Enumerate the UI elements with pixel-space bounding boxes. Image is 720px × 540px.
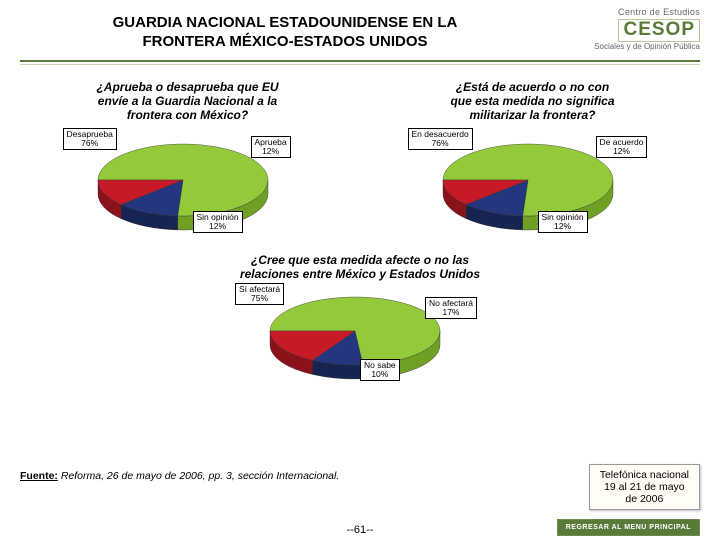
chart3: ¿Cree que esta medida afecte o no las re…: [0, 249, 720, 393]
survey-info-box: Telefónica nacional 19 al 21 de mayo de …: [589, 464, 700, 510]
pie-callout: No sabe10%: [360, 359, 400, 381]
telebox-l3: de 2006: [625, 493, 663, 505]
pie-callout: Sí afectará75%: [235, 283, 284, 305]
pie-callout: Aprueba12%: [251, 136, 291, 158]
chart3-title-l1: ¿Cree que esta medida afecte o no las: [251, 253, 469, 267]
chart1: ¿Aprueba o desaprueba que EU envíe a la …: [30, 80, 345, 249]
pie-callout: No afectará17%: [425, 297, 477, 319]
chart2-title-l2: que esta medida no significa: [450, 94, 614, 108]
chart1-pie: Desaprueba76% Aprueba12% Sin opinión12%: [30, 129, 345, 249]
source-label: Fuente:: [20, 470, 58, 482]
header: GUARDIA NACIONAL ESTADOUNIDENSE EN LA FR…: [0, 0, 720, 58]
pie-callout: De acuerdo12%: [596, 136, 648, 158]
source-text: Reforma, 26 de mayo de 2006, pp. 3, secc…: [58, 470, 339, 482]
pie-callout: Sin opinión12%: [538, 211, 588, 233]
pie-callout: En desacuerdo76%: [408, 128, 473, 150]
title-line2: FRONTERA MÉXICO-ESTADOS UNIDOS: [142, 33, 427, 50]
logo-bottom-text: Sociales y de Opinión Pública: [550, 43, 700, 52]
chart1-title-l1: ¿Aprueba o desaprueba que EU: [96, 80, 278, 94]
logo-brand: CESOP: [618, 19, 700, 42]
charts-row-top: ¿Aprueba o desaprueba que EU envíe a la …: [0, 62, 720, 249]
back-to-menu-button[interactable]: REGRESAR AL MENU PRINCIPAL: [557, 519, 700, 536]
pie-callout: Sin opinión12%: [193, 211, 243, 233]
telebox-l2: 19 al 21 de mayo: [604, 481, 685, 493]
page-title: GUARDIA NACIONAL ESTADOUNIDENSE EN LA FR…: [20, 14, 550, 52]
divider: [20, 60, 700, 62]
chart1-title-l3: frontera con México?: [127, 108, 248, 122]
title-area: GUARDIA NACIONAL ESTADOUNIDENSE EN LA FR…: [20, 8, 550, 58]
chart2: ¿Está de acuerdo o no con que esta medid…: [375, 80, 690, 249]
page-number: --61--: [347, 524, 374, 536]
chart2-title: ¿Está de acuerdo o no con que esta medid…: [375, 80, 690, 123]
chart2-title-l1: ¿Está de acuerdo o no con: [456, 80, 609, 94]
logo: Centro de Estudios CESOP Sociales y de O…: [550, 8, 700, 52]
title-line1: GUARDIA NACIONAL ESTADOUNIDENSE EN LA: [113, 14, 458, 31]
chart3-title: ¿Cree que esta medida afecte o no las re…: [0, 253, 720, 282]
chart1-title-l2: envíe a la Guardia Nacional a la: [98, 94, 277, 108]
chart2-title-l3: militarizar la frontera?: [469, 108, 595, 122]
pie-callout: Desaprueba76%: [63, 128, 117, 150]
chart1-title: ¿Aprueba o desaprueba que EU envíe a la …: [30, 80, 345, 123]
logo-top-text: Centro de Estudios: [550, 8, 700, 18]
chart3-pie: Sí afectará75%No afectará17%No sabe10%: [210, 287, 510, 392]
source-citation: Fuente: Reforma, 26 de mayo de 2006, pp.…: [20, 470, 339, 482]
telebox-l1: Telefónica nacional: [600, 469, 689, 481]
chart2-pie: En desacuerdo76% De acuerdo12% Sin opinión…: [375, 129, 690, 249]
